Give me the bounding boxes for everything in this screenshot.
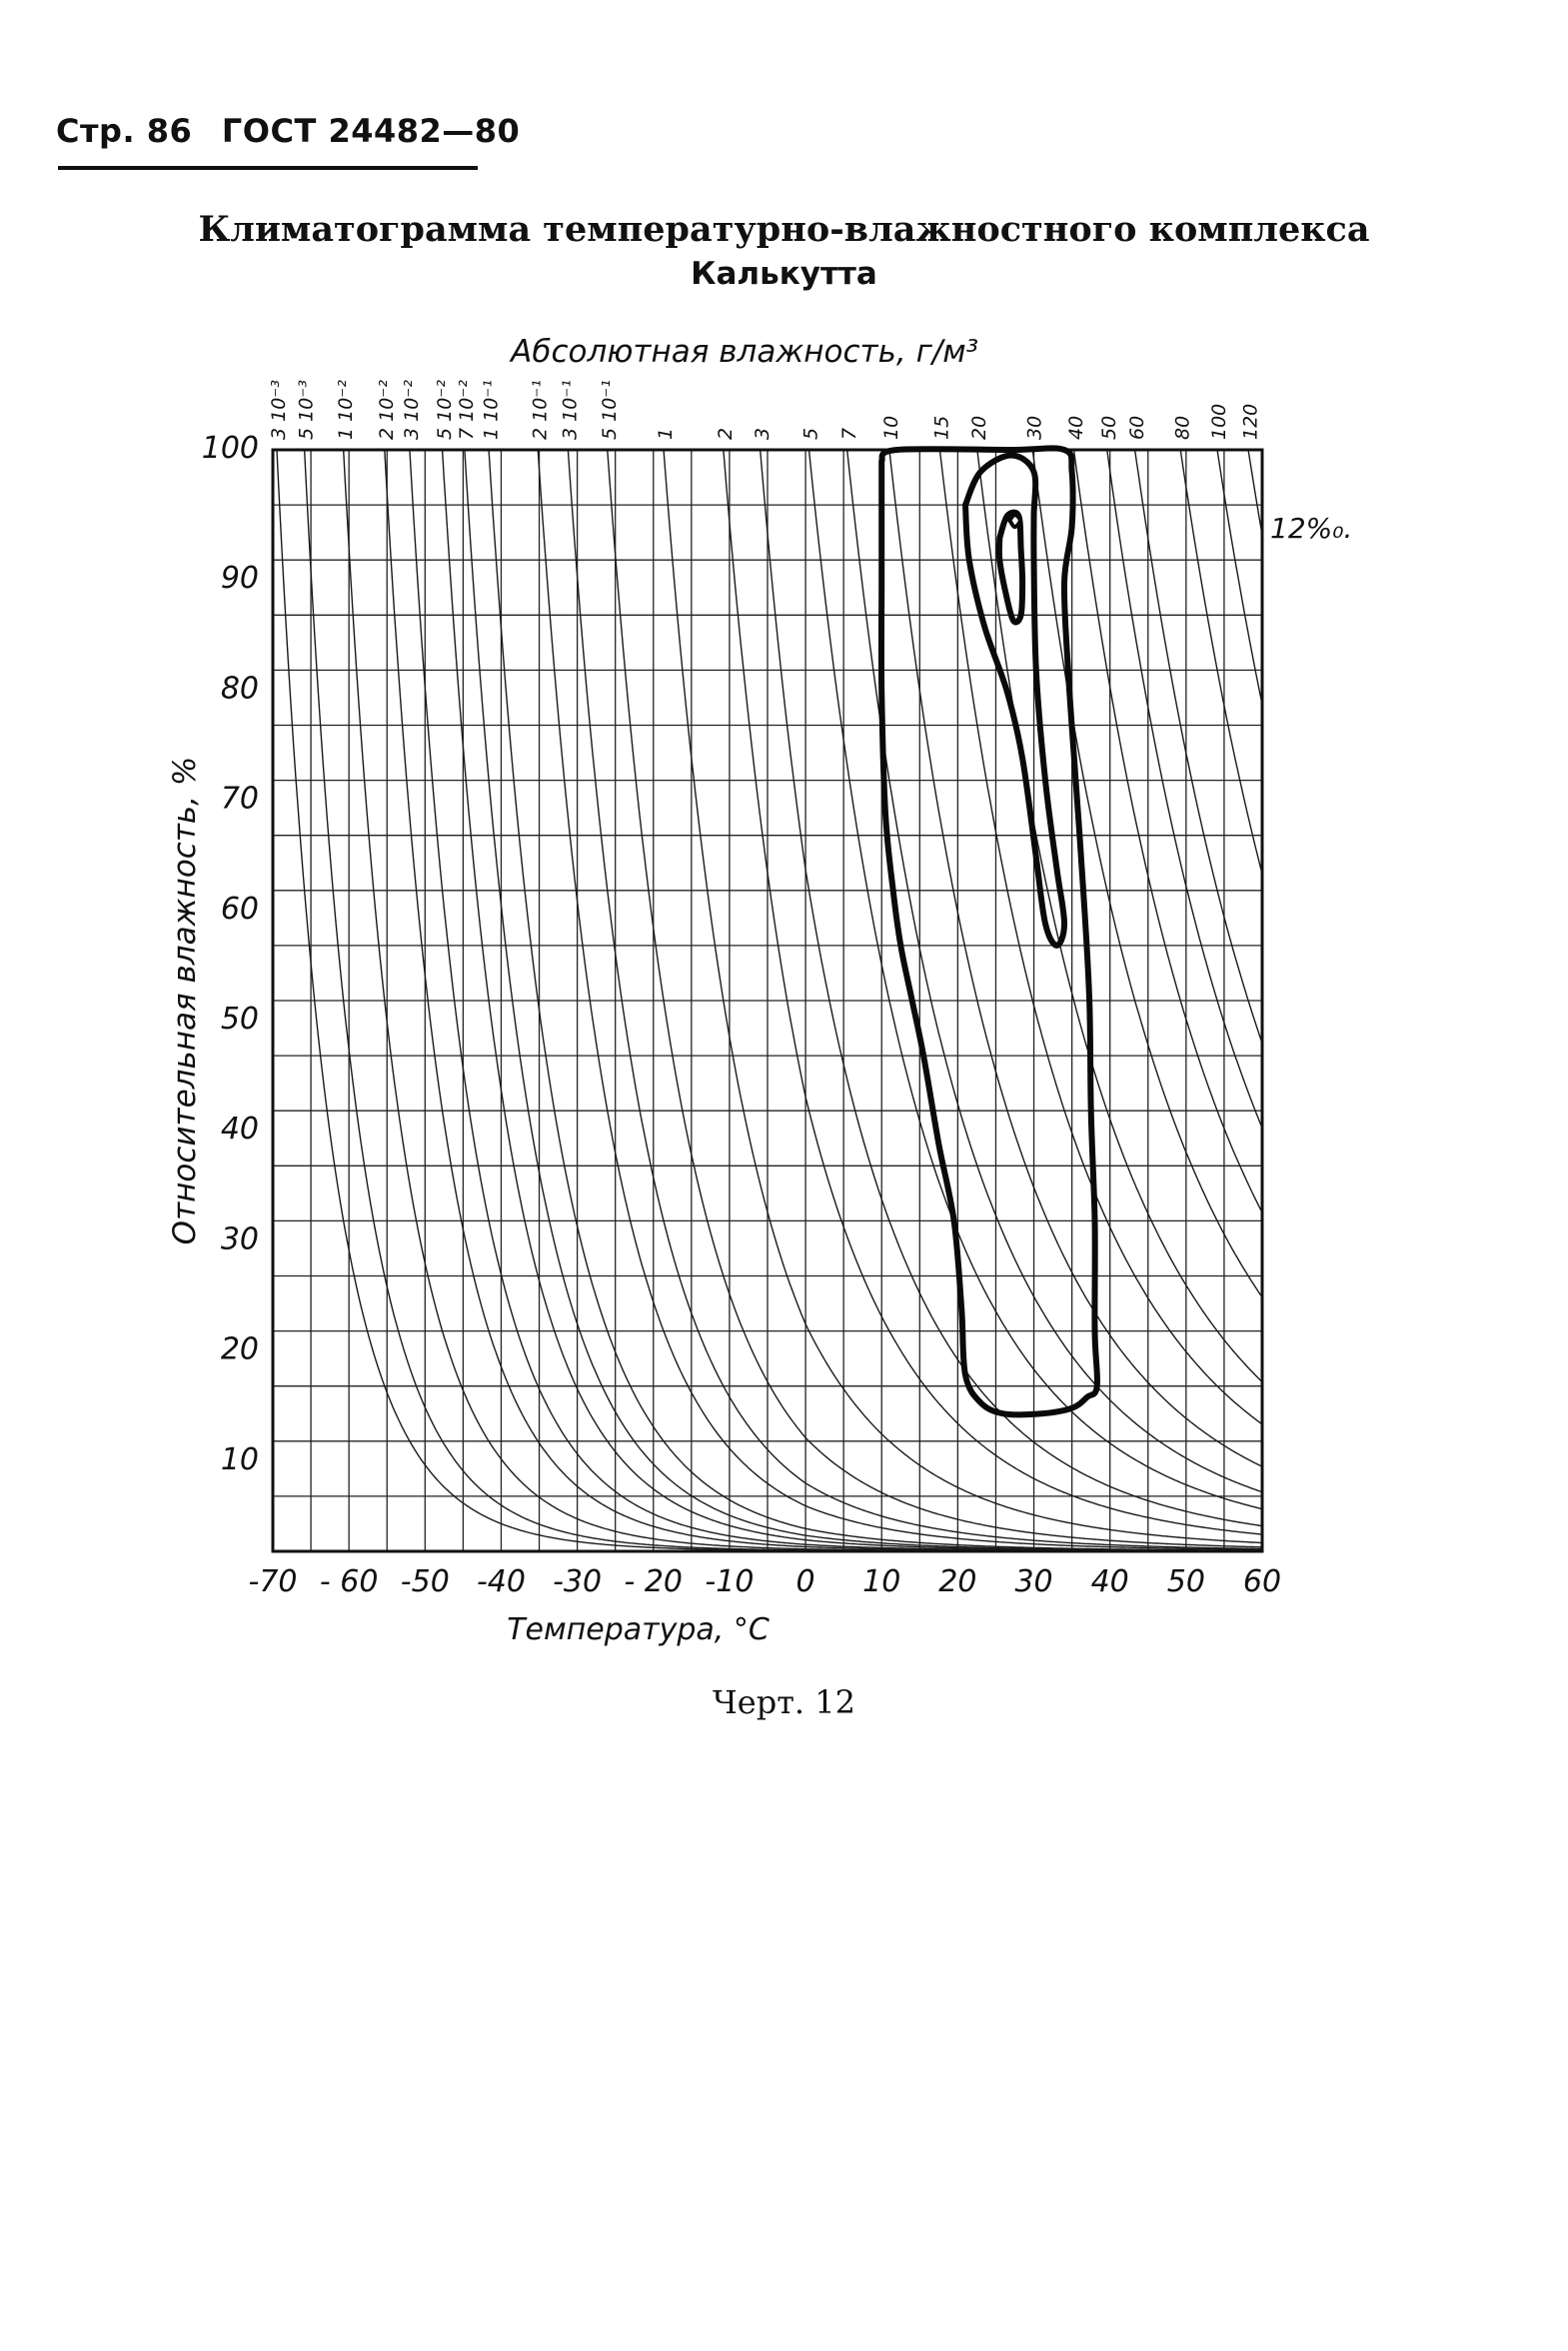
isoline — [1106, 450, 1262, 1129]
annotation-label: 12%₀. — [1270, 512, 1352, 545]
page-header: Стр. 86 ГОСТ 24482—80 — [56, 112, 538, 150]
y-axis-label: Относительная влажность, % — [167, 757, 203, 1245]
isoline — [663, 450, 1262, 1544]
x-tick-label: - 20 — [624, 1564, 683, 1599]
isoline-label: 7 10⁻² — [456, 380, 478, 440]
x-tick-label: -30 — [553, 1564, 602, 1599]
x-tick-label: 40 — [1091, 1564, 1129, 1599]
isoline-label: 30 — [1023, 416, 1045, 440]
y-tick-label: 10 — [221, 1442, 259, 1477]
isoline-label: 3 10⁻² — [401, 380, 423, 440]
contour-core — [1007, 513, 1022, 530]
isoline-label: 3 — [752, 428, 774, 440]
contour-inner — [995, 509, 1026, 626]
contour-outer — [877, 445, 1100, 1418]
isoline-label: 3 10⁻³ — [268, 380, 290, 440]
isoline — [1133, 450, 1262, 1044]
x-tick-label: 50 — [1167, 1564, 1205, 1599]
isoline-label: 2 10⁻² — [376, 380, 398, 440]
x-tick-label: -10 — [705, 1564, 754, 1599]
isoline-label: 1 10⁻¹ — [480, 380, 502, 440]
figure-caption: Черт. 12 — [713, 1683, 855, 1721]
isoline — [723, 450, 1262, 1535]
isoline-label: 5 10⁻¹ — [599, 380, 621, 440]
isoline-label: 5 10⁻³ — [296, 380, 318, 440]
isoline — [888, 450, 1262, 1467]
y-tick-label: 20 — [221, 1332, 259, 1367]
contour-middle — [962, 452, 1067, 949]
x-tick-label: -50 — [401, 1564, 450, 1599]
plot-frame — [271, 448, 1264, 1553]
isoline — [1031, 450, 1262, 1298]
isoline — [567, 450, 1262, 1550]
chart-title: Климатограмма температурно-влажностного … — [0, 208, 1568, 296]
title-line-1: Климатограмма температурно-влажностного … — [198, 209, 1370, 250]
grid — [272, 449, 1263, 1552]
x-tick-label: 60 — [1243, 1564, 1281, 1599]
isoline — [488, 450, 1262, 1551]
isoline-label: 60 — [1126, 416, 1148, 440]
contours — [877, 445, 1100, 1418]
y-tick-label: 40 — [221, 1112, 259, 1147]
isoline-label: 15 — [931, 416, 953, 440]
x-tick-label: 20 — [938, 1564, 976, 1599]
isoline-label: 1 10⁻² — [335, 380, 357, 440]
isoline — [938, 450, 1262, 1425]
isoline-label: 80 — [1172, 416, 1194, 440]
title-line-2: Калькутта — [691, 256, 877, 292]
x-tick-label: 30 — [1014, 1564, 1052, 1599]
isoline-label: 5 — [800, 428, 822, 440]
isoline — [1247, 450, 1262, 536]
header-rule — [58, 166, 478, 170]
plot-border — [271, 448, 1264, 1553]
isoline-label: 20 — [968, 416, 990, 440]
top-axis-label: Абсолютная влажность, г/м³ — [509, 334, 978, 370]
isoline-label: 2 10⁻¹ — [529, 380, 551, 440]
isoline-label: 10 — [880, 416, 902, 440]
isoline-label: 2 — [715, 428, 737, 440]
x-tick-label: 10 — [862, 1564, 900, 1599]
axis-labels: 3 10⁻³ 5 10⁻³ 1 10⁻² 2 10⁻² 3 10⁻² 5 10⁻² 7 10… — [167, 334, 1352, 1647]
y-tick-label: 90 — [221, 561, 259, 596]
isoline-label: 100 — [1208, 404, 1230, 440]
isoline-label: 40 — [1065, 416, 1087, 440]
y-tick-label: 80 — [221, 671, 259, 706]
isoline — [1216, 450, 1262, 705]
x-tick-label: - 60 — [320, 1564, 379, 1599]
isoline — [537, 450, 1262, 1550]
y-tick-label: 50 — [221, 1002, 259, 1037]
x-tick-label: -40 — [477, 1564, 526, 1599]
isoline — [807, 450, 1262, 1510]
isoline-label: 1 — [655, 428, 677, 440]
isoline-label: 5 10⁻² — [434, 380, 456, 440]
isoline — [976, 450, 1262, 1383]
y-tick-label: 100 — [202, 431, 259, 466]
isoline — [607, 450, 1262, 1548]
isoline — [1072, 450, 1262, 1213]
isoline-label: 3 10⁻¹ — [560, 380, 582, 440]
page-number: Стр. 86 — [56, 112, 193, 150]
isoline-label: 7 — [838, 428, 860, 440]
y-tick-label: 60 — [221, 892, 259, 927]
x-axis-label: Температура, °C — [507, 1612, 770, 1647]
x-tick-label: -70 — [249, 1564, 298, 1599]
isoline-label: 50 — [1098, 416, 1120, 440]
isoline — [845, 450, 1262, 1493]
standard-number: ГОСТ 24482—80 — [221, 112, 521, 150]
y-tick-label: 30 — [221, 1221, 259, 1256]
x-tick-label: 0 — [796, 1564, 815, 1599]
y-tick-label: 70 — [221, 782, 259, 817]
isoline — [1179, 450, 1262, 875]
isoline-label: 120 — [1239, 404, 1261, 440]
